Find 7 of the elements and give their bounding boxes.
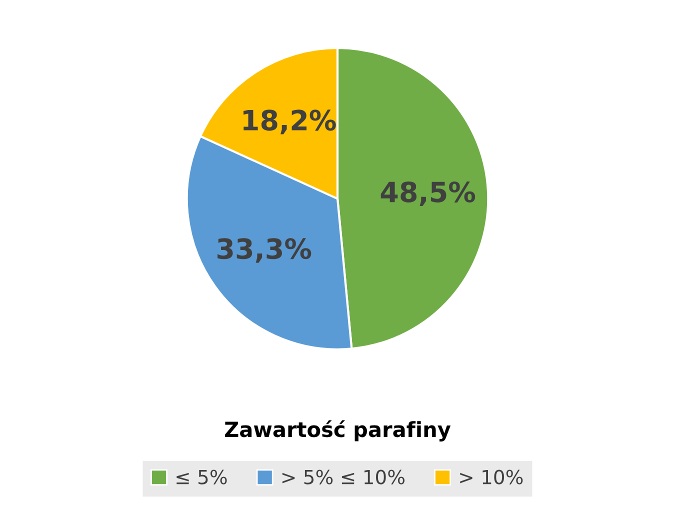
data-label: 18,2% <box>244 110 336 134</box>
legend-label: ≤ 5% <box>176 470 227 484</box>
legend-label: > 10% <box>460 470 523 484</box>
data-label: 33,3% <box>218 238 312 263</box>
text: Zawartość parafiny <box>224 420 451 442</box>
data-label: 48,5% <box>380 181 476 206</box>
legend-label: > 5% ≤ 10% <box>282 470 405 484</box>
